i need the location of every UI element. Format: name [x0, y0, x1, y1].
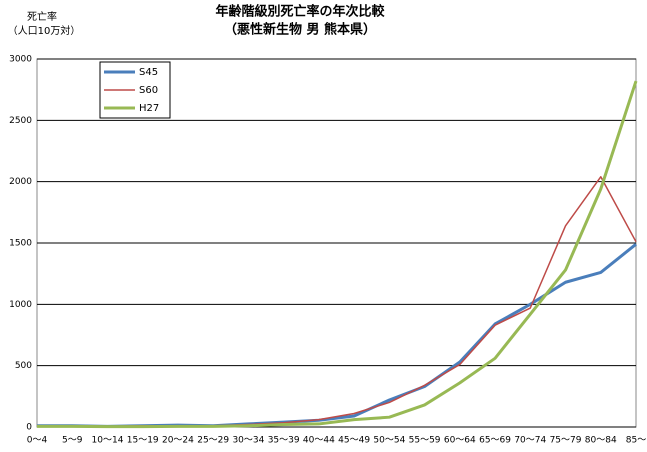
y-axis-label-sub: （人口10万対）: [8, 24, 81, 37]
x-tick-label: 5～9: [62, 436, 83, 446]
legend-label: H27: [139, 103, 159, 114]
x-tick-label: 75～79: [550, 436, 582, 446]
x-tick-label: 35～39: [268, 436, 300, 446]
chart-subtitle: （悪性新生物 男 熊本県）: [224, 22, 376, 38]
x-tick-label: 15～19: [127, 436, 159, 446]
x-tick-label: 55～59: [409, 436, 441, 446]
x-tick-label: 30～34: [232, 436, 264, 446]
y-tick-label: 1500: [9, 239, 32, 249]
x-tick-label: 0～4: [27, 436, 48, 446]
x-tick-label: 70～74: [514, 436, 546, 446]
x-tick-label: 60～64: [444, 436, 476, 446]
x-tick-label: 10～14: [92, 436, 124, 446]
x-tick-label: 40～44: [303, 436, 335, 446]
x-tick-label: 65～69: [479, 436, 511, 446]
legend-label: S60: [139, 85, 158, 96]
x-tick-label: 45～49: [338, 436, 370, 446]
chart-title: 年齢階級別死亡率の年次比較: [215, 4, 385, 20]
y-axis-label: 死亡率: [27, 10, 57, 23]
line-series: [37, 80, 638, 429]
y-tick-label: 2500: [9, 116, 32, 126]
x-tick-label: 20～24: [162, 436, 194, 446]
y-tick-label: 3000: [9, 55, 32, 65]
x-tick-label: 80～84: [585, 436, 617, 446]
y-tick-label: 2000: [9, 177, 32, 187]
legend-label: S45: [139, 67, 158, 78]
x-tick-label: 50～54: [373, 436, 405, 446]
y-tick-label: 1000: [9, 300, 32, 310]
x-tick-label: 85～: [626, 436, 646, 446]
x-tick-label: 25～29: [197, 436, 229, 446]
line-series: [37, 176, 637, 428]
y-tick-label: 0: [26, 423, 32, 433]
y-tick-label: 500: [15, 361, 32, 371]
